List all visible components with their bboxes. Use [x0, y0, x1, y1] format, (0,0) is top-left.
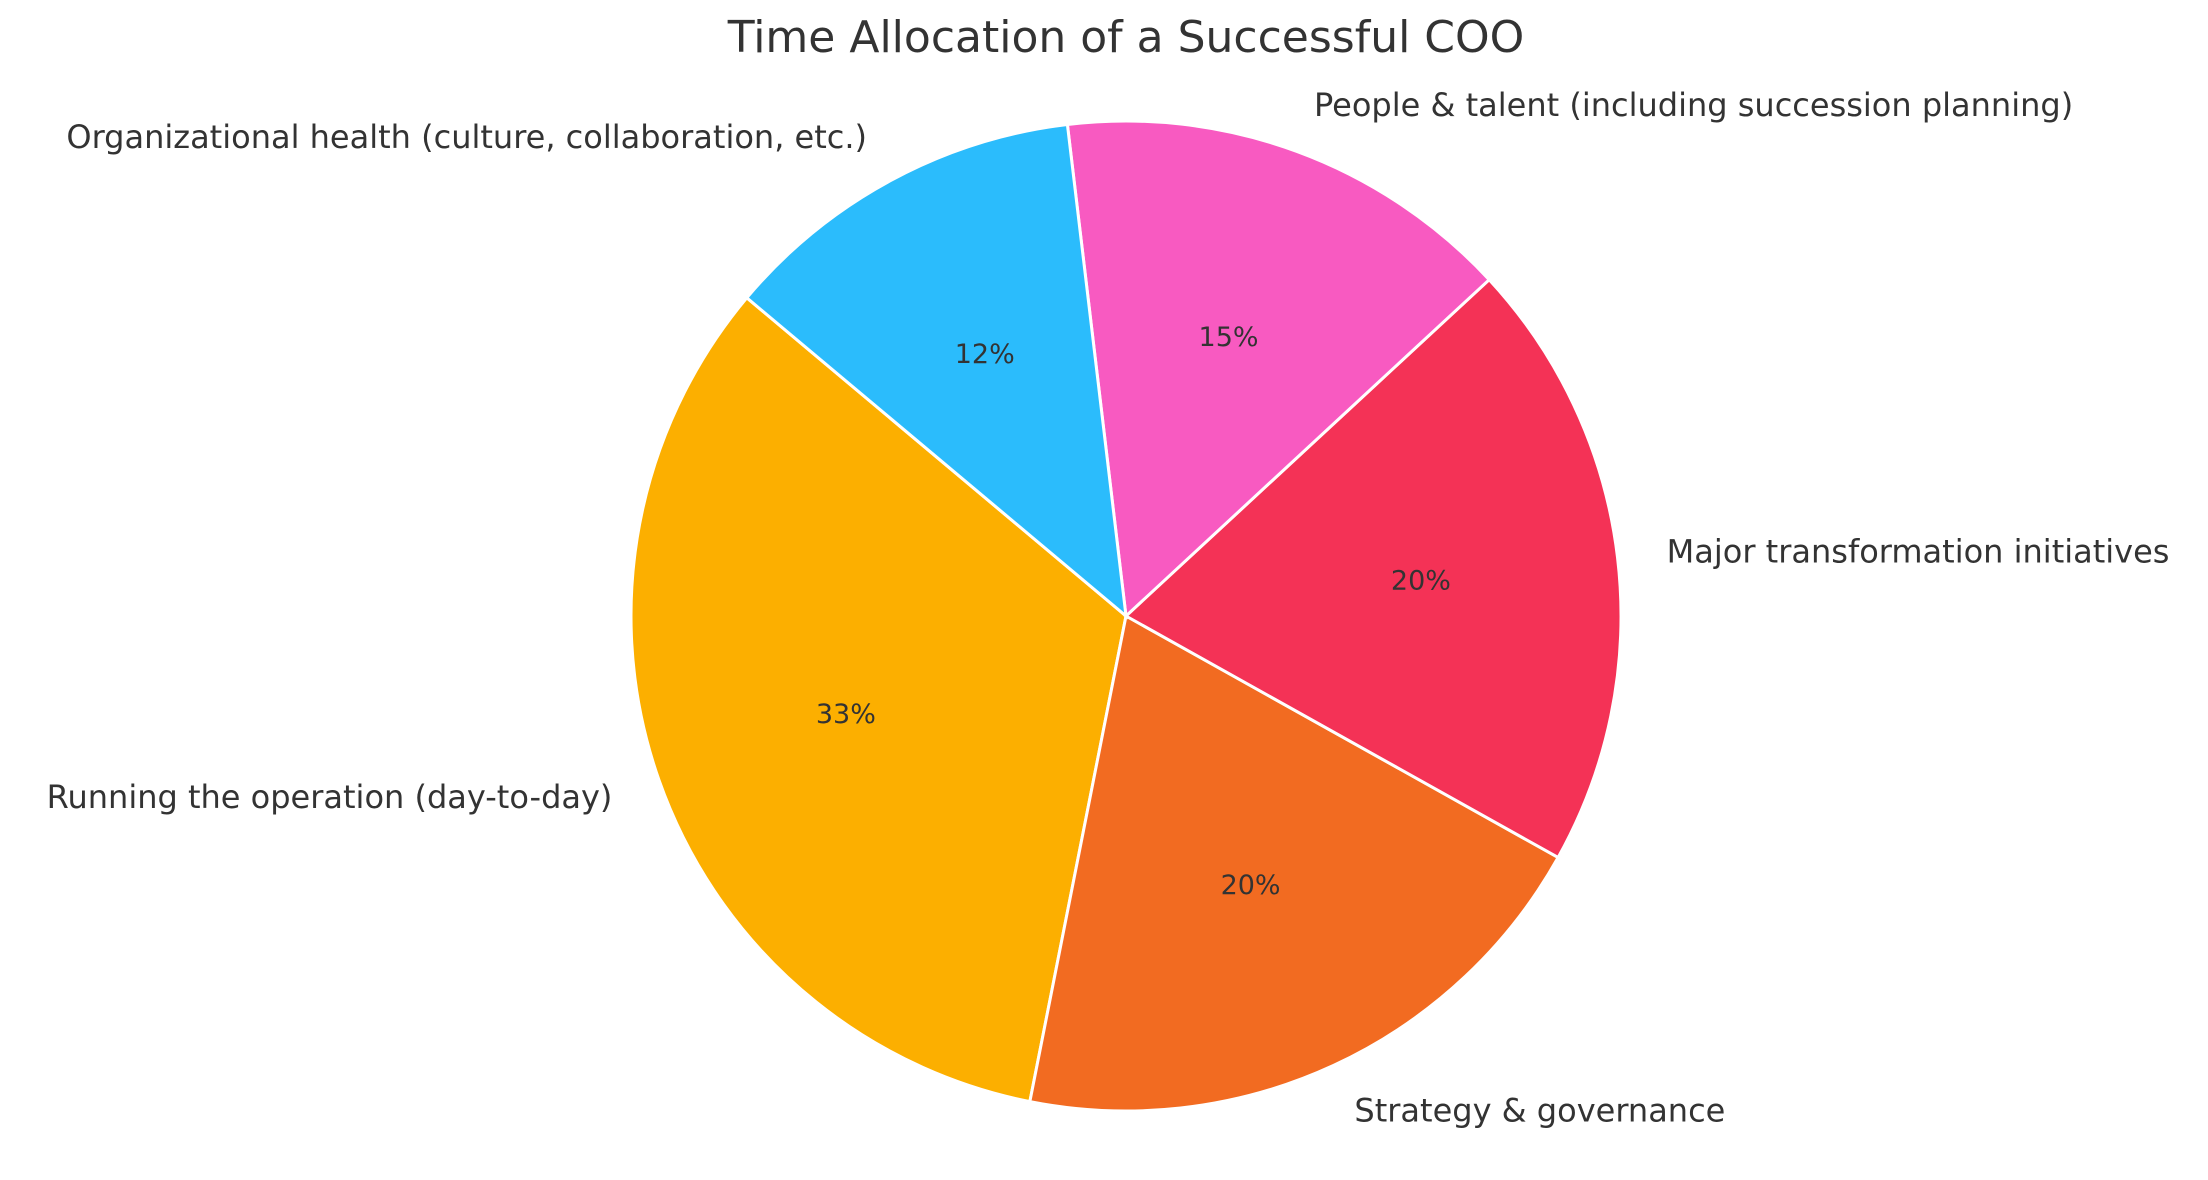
category-labels: Running the operation (day-to-day) Strate… — [47, 86, 2170, 1129]
chart-title: Time Allocation of a Successful COO — [727, 12, 1525, 63]
slice-percentage-label: 15% — [1199, 322, 1259, 353]
pie-slices — [629, 119, 1623, 1113]
slice-category-label: Major transformation initiatives — [1667, 533, 2170, 571]
pie-slice — [629, 295, 1128, 1104]
pie-slice — [1065, 119, 1492, 620]
slice-percentage-label: 33% — [816, 699, 876, 730]
slice-percentage-label: 20% — [1221, 870, 1281, 901]
pie-slice — [1028, 613, 1561, 1113]
pie-slice — [744, 122, 1128, 620]
slice-category-label: Organizational health (culture, collabor… — [66, 118, 867, 156]
percentage-labels: 33% 20% 20% 15% 12% — [816, 322, 1451, 901]
slice-category-label: Strategy & governance — [1354, 1091, 1725, 1129]
slice-percentage-label: 12% — [955, 339, 1015, 370]
pie-slice — [1123, 277, 1623, 860]
slice-category-label: Running the operation (day-to-day) — [47, 778, 613, 816]
slice-category-label: People & talent (including succession pl… — [1314, 86, 2073, 124]
slice-percentage-label: 20% — [1391, 565, 1451, 596]
